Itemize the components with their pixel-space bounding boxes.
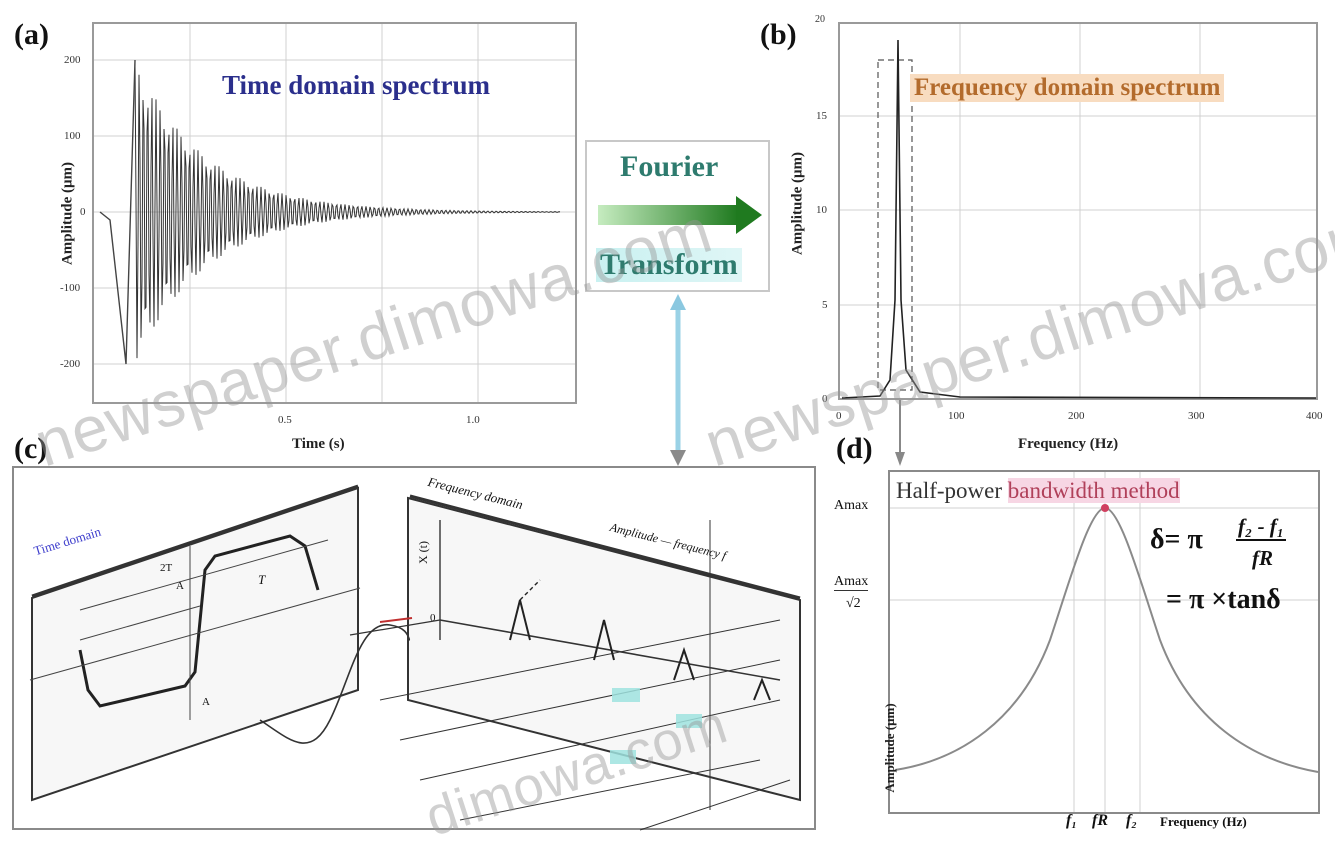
formula-line2: = π ×tanδ: [1166, 584, 1281, 615]
panel-b-ytick: 15: [816, 110, 827, 122]
fourier-line2: Transform: [596, 248, 742, 282]
origin-label: 0: [430, 612, 436, 624]
time-square-wave: [78, 534, 320, 708]
panel-a-ytick: 100: [64, 130, 81, 142]
panel-b-xtick: 100: [948, 410, 965, 422]
frequency-peak: [841, 39, 1317, 399]
panel-b-xtick: 300: [1188, 410, 1205, 422]
panel-d-xtick: f₂: [1126, 812, 1137, 829]
period-label: T: [258, 572, 266, 587]
panel-d-ylabel: Amplitude (μm): [882, 703, 897, 793]
formula-num: f₂ - f₁: [1236, 514, 1287, 541]
panel-a-title: Time domain spectrum: [222, 70, 490, 100]
panel-a-xlabel: Time (s): [292, 436, 345, 452]
panel-d-title-part2: bandwidth method: [1007, 478, 1180, 503]
panel-d-xlabel: Frequency (Hz): [1160, 814, 1247, 829]
panel-b-ytick: 5: [822, 299, 828, 311]
panel-a-ytick: 200: [64, 54, 81, 66]
panel-d-frame: [888, 470, 1320, 814]
panel-d-xtick: f₁: [1066, 812, 1077, 829]
panel-d-title: Half-power bandwidth method: [896, 478, 1180, 504]
panel-d-label: (d): [836, 432, 873, 465]
sine-wave: [259, 624, 411, 744]
panel-b-xtick: 0: [836, 410, 842, 422]
formula-den: fR: [1252, 546, 1273, 570]
panel-b-ytick: 10: [816, 204, 827, 216]
panel-b-title: Frequency domain spectrum: [910, 74, 1225, 102]
amplitude-label: A: [176, 580, 184, 592]
panel-b-ytick: 0: [822, 393, 828, 405]
panel-a-frame: [92, 22, 577, 404]
panel-b-xtick: 200: [1068, 410, 1085, 422]
amax-sqrt-num: Amax: [834, 574, 869, 591]
panel-a-xtick: 0.5: [278, 414, 292, 426]
panel-b-xtick: 400: [1306, 410, 1323, 422]
panel-c-label: (c): [14, 432, 48, 465]
panel-b-ytop: 20: [815, 14, 825, 25]
panel-a-label: (a): [14, 18, 49, 51]
panel-a-ytick: -200: [60, 358, 81, 370]
fourier-line1: Fourier: [620, 150, 719, 183]
amplitude-label: A: [202, 696, 210, 708]
formula-lhs: δ= π: [1150, 524, 1203, 555]
two-period-label: 2T: [160, 562, 173, 574]
panel-a-ytick: -100: [60, 282, 81, 294]
panel-a-xtick: 1.0: [466, 414, 480, 426]
amax-label: Amax: [834, 498, 869, 513]
panel-d-xtick: fR: [1092, 812, 1108, 829]
panel-d-title-part1: Half-power: [896, 478, 1008, 503]
panel-b-label: (b): [760, 18, 797, 51]
time-plane: [31, 486, 359, 802]
amax-sqrt-den: √2: [846, 596, 861, 611]
initial-ramp: [99, 59, 136, 365]
decay-signal: [134, 59, 561, 359]
panel-a-ytick: 0: [80, 206, 86, 218]
panel-b-xlabel: Frequency (Hz): [1018, 436, 1119, 452]
